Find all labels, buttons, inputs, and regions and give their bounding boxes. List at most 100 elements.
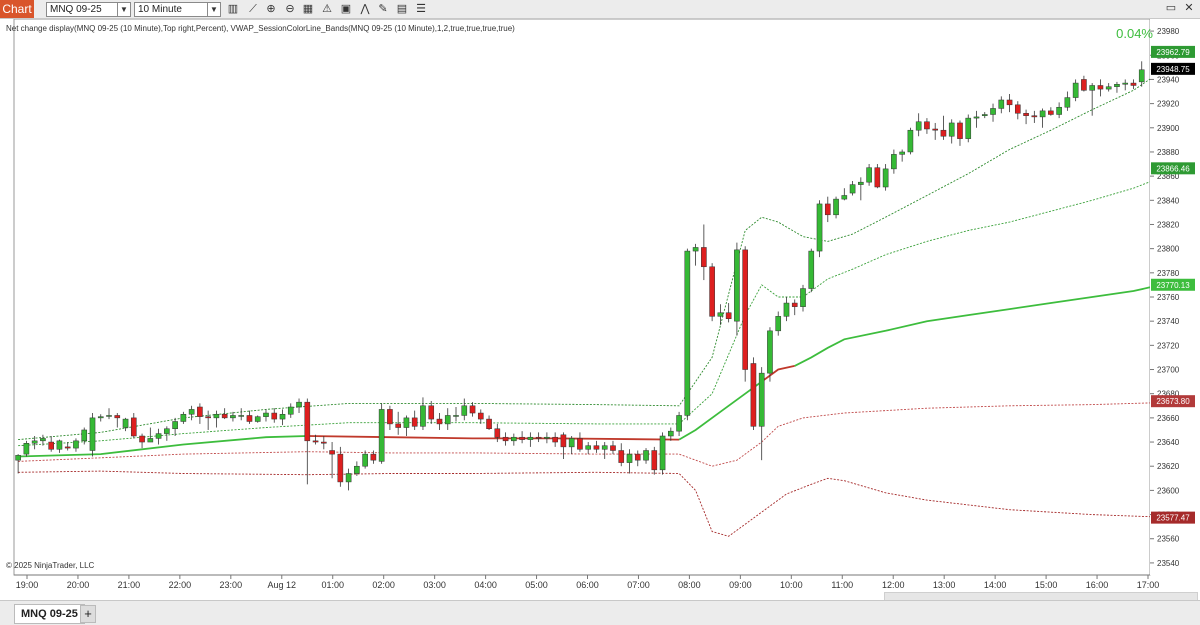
candle-up — [800, 284, 806, 312]
x-tick-label: Aug 12 — [268, 580, 297, 590]
candle-down — [1023, 109, 1029, 125]
candle-up — [1064, 91, 1071, 111]
candle-body — [188, 409, 195, 415]
candle-body — [56, 440, 63, 450]
candle-down — [924, 118, 930, 134]
candle-body — [354, 465, 360, 474]
candle-up — [296, 398, 302, 414]
price-tag-bg — [1151, 278, 1195, 291]
candle-down — [560, 432, 567, 459]
price-chart[interactable]: 2354023560235802360023620236402366023680… — [0, 18, 1200, 605]
instrument-tab[interactable]: MNQ 09-25 — [14, 604, 85, 624]
zoom-out-icon[interactable]: ⊖ — [285, 3, 295, 15]
instrument-selector[interactable]: MNQ 09-25 ▼ — [46, 2, 131, 17]
list-icon[interactable]: ☰ — [416, 3, 426, 15]
candle-up — [147, 427, 154, 443]
candle-up — [816, 200, 823, 258]
candle-up — [97, 414, 104, 422]
window-icon[interactable]: ▭ — [1165, 2, 1177, 14]
candle-body — [312, 440, 319, 443]
candle-down — [48, 436, 54, 452]
candle-up — [981, 112, 988, 119]
x-tick-label: 04:00 — [474, 580, 497, 590]
candle-body — [1064, 97, 1071, 108]
candle-down — [197, 403, 203, 424]
candle-up — [155, 428, 162, 445]
candle-down — [1014, 101, 1021, 120]
candle-body — [1138, 69, 1145, 83]
candle-down — [411, 410, 418, 430]
chart-title-tab[interactable]: Chart — [0, 0, 34, 18]
candle-body — [1048, 110, 1054, 115]
price-tag-bg — [1151, 62, 1195, 75]
candle-up — [1122, 79, 1129, 91]
zoom-in-icon[interactable]: ⊕ — [266, 3, 276, 15]
candle-body — [238, 415, 245, 417]
candle-down — [1031, 110, 1038, 123]
candle-up — [213, 410, 220, 428]
y-tick-label: 23680 — [1157, 390, 1180, 399]
price-tag: 23866.46 — [1151, 162, 1195, 175]
candle-body — [1089, 85, 1095, 91]
upper-band-2-line — [18, 51, 1200, 441]
candle-up — [659, 432, 666, 475]
time-axis: 19:00 20:00 21:00 22:00 23:00 Aug 12 01:00 02:0… — [14, 574, 1159, 590]
candle-body — [866, 167, 872, 183]
candle-up — [676, 411, 682, 436]
candle-down — [1048, 107, 1054, 116]
candle-body — [816, 203, 823, 252]
candles — [15, 61, 1145, 491]
draw-icon[interactable]: ⟋ — [249, 3, 257, 15]
candle-body — [461, 405, 468, 416]
price-tag-bg — [1151, 45, 1195, 58]
pencil-icon[interactable]: ✎ — [378, 3, 388, 15]
interval-selector[interactable]: 10 Minute ▼ — [134, 2, 221, 17]
candle-body — [874, 167, 881, 188]
candle-up — [40, 434, 46, 446]
candle-up — [263, 409, 269, 422]
y-tick-label: 23760 — [1157, 293, 1180, 302]
candle-up — [767, 327, 773, 382]
candle-body — [990, 108, 996, 115]
candle-up — [403, 415, 410, 436]
chart-area[interactable]: 2354023560235802360023620236402366023680… — [0, 18, 1200, 605]
strategy-icon[interactable]: ⚠ — [322, 3, 332, 15]
candle-up — [172, 417, 178, 436]
candle-body — [321, 441, 327, 444]
indicator-icon[interactable]: ▣ — [340, 3, 352, 15]
candle-body — [659, 435, 666, 471]
candle-body — [973, 116, 980, 119]
bars-icon[interactable]: ▥ — [227, 3, 239, 15]
candle-body — [915, 121, 922, 131]
candle-body — [841, 195, 848, 200]
candle-body — [329, 450, 335, 455]
close-icon[interactable]: ✕ — [1184, 2, 1194, 14]
candle-body — [750, 363, 757, 427]
candle-down — [552, 432, 558, 447]
candle-body — [395, 423, 401, 428]
candle-up — [89, 413, 96, 457]
candle-body — [155, 433, 162, 439]
y-tick-label: 23540 — [1157, 559, 1180, 568]
candle-down — [1081, 75, 1087, 92]
candle-body — [965, 117, 972, 139]
drawing-tools-icon[interactable]: ⋀ — [360, 3, 370, 15]
candle-body — [378, 409, 385, 462]
candle-body — [97, 416, 104, 419]
candle-up — [858, 177, 864, 201]
candle-body — [948, 122, 955, 137]
y-tick-label: 23660 — [1157, 414, 1180, 423]
snapshot-icon[interactable]: ▤ — [396, 3, 408, 15]
x-tick-label: 01:00 — [321, 580, 344, 590]
candle-down — [577, 432, 583, 452]
candle-up — [692, 243, 699, 266]
candle-down — [1097, 79, 1104, 97]
candle-body — [701, 247, 707, 268]
properties-icon[interactable]: ▦ — [302, 3, 314, 15]
candle-down — [221, 408, 228, 420]
add-tab-button[interactable]: + — [80, 605, 96, 623]
lower-band-2-line — [18, 470, 1200, 537]
net-change-readout: 0.04% — [1116, 26, 1153, 41]
candle-down — [742, 246, 748, 382]
y-tick-label: 23900 — [1157, 124, 1180, 133]
